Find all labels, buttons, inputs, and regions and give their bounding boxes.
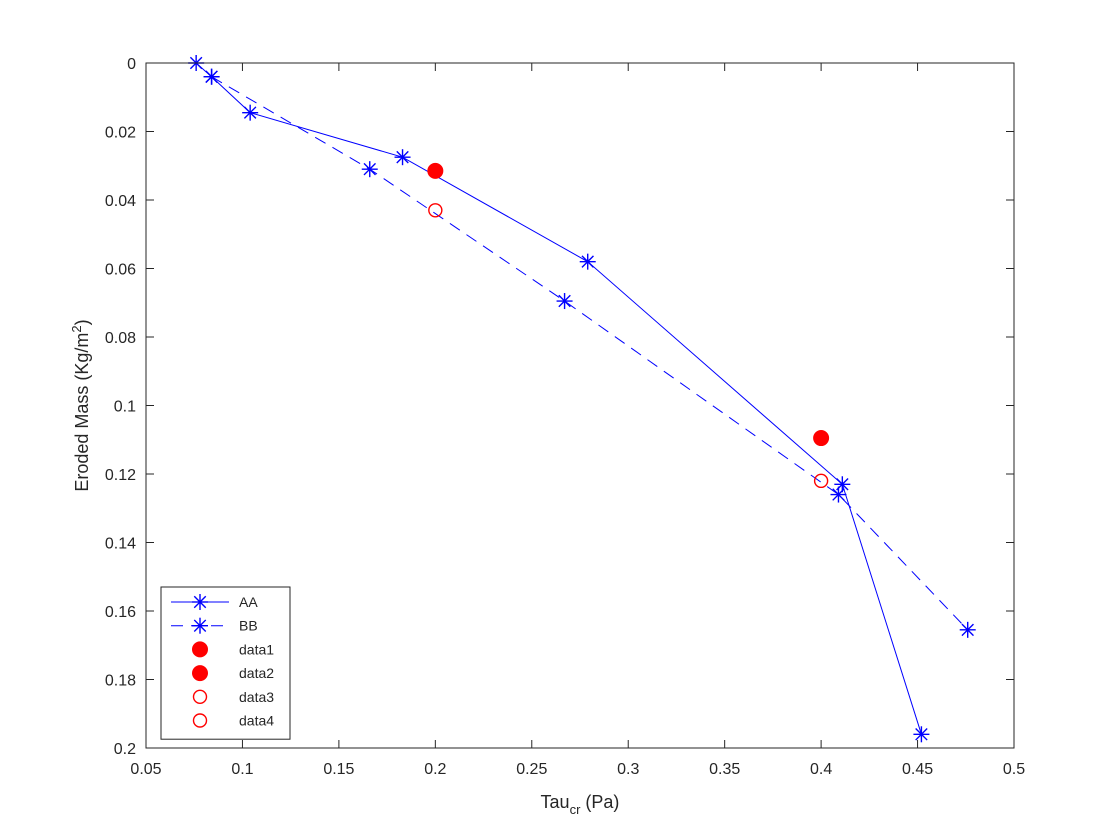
plot-area xyxy=(146,63,1014,748)
legend-label: BB xyxy=(239,618,258,634)
data-point-aa xyxy=(579,253,596,270)
asterisk-stroke xyxy=(581,255,594,268)
x-axis-label-subscript: cr xyxy=(570,802,582,817)
legend-label: AA xyxy=(239,594,258,610)
x-tick-label: 0.5 xyxy=(1003,761,1025,778)
legend-item-aa: AA xyxy=(171,594,258,610)
data-point-bb xyxy=(361,161,378,178)
x-axis-label: Taucr (Pa) xyxy=(541,792,620,817)
y-tick-label: 0.16 xyxy=(105,604,136,621)
legend-label: data3 xyxy=(239,689,274,705)
legend-marker xyxy=(192,713,208,728)
legend-label: data1 xyxy=(239,641,274,657)
asterisk-stroke xyxy=(832,488,845,501)
series-data1 xyxy=(427,162,444,179)
x-tick-label: 0.1 xyxy=(231,761,253,778)
legend-marker xyxy=(192,617,208,634)
asterisk-stroke xyxy=(243,106,257,119)
x-tick-label: 0.35 xyxy=(709,761,740,778)
x-tick-label: 0.05 xyxy=(130,761,161,778)
y-tick-label: 0.18 xyxy=(105,673,136,690)
legend-marker xyxy=(192,689,208,704)
y-axis-label-base: Eroded Mass (Kg/m xyxy=(72,333,92,492)
y-axis-label-superscript: 2 xyxy=(69,325,84,332)
y-tick-label: 0.1 xyxy=(114,399,136,416)
data-point-data4 xyxy=(813,473,829,489)
x-tick-label: 0.3 xyxy=(617,761,639,778)
legend-item-data4: data4 xyxy=(192,713,274,729)
x-axis-label-unit: (Pa) xyxy=(580,792,619,812)
data-point-data3 xyxy=(428,203,443,218)
data-point-aa xyxy=(913,726,930,743)
asterisk-stroke xyxy=(193,595,207,609)
legend-label: data2 xyxy=(239,665,274,681)
legend-item-data2: data2 xyxy=(192,665,274,682)
data-point-bb xyxy=(959,621,976,638)
legend-label: data4 xyxy=(239,713,274,729)
legend-marker xyxy=(192,594,208,610)
x-tick-label: 0.2 xyxy=(424,761,446,778)
data-point-aa xyxy=(394,149,411,166)
y-tick-label: 0.04 xyxy=(105,193,136,210)
asterisk-stroke xyxy=(193,619,207,632)
x-tick-label: 0.45 xyxy=(902,761,933,778)
legend-item-bb: BB xyxy=(171,617,258,634)
series-bb xyxy=(203,68,976,638)
legend-marker xyxy=(192,641,208,658)
data-point-data2 xyxy=(813,430,830,447)
y-tick-label: 0.08 xyxy=(105,330,136,347)
x-tick-label: 0.4 xyxy=(810,761,832,778)
legend-item-data1: data1 xyxy=(192,641,274,658)
data-point-aa xyxy=(242,104,259,121)
x-tick-label: 0.15 xyxy=(323,761,354,778)
data-point-bb xyxy=(556,293,573,310)
series-layer xyxy=(188,55,976,743)
series-data3 xyxy=(428,203,443,218)
y-tick-label: 0.2 xyxy=(114,741,136,758)
data-point-bb xyxy=(203,68,220,85)
y-tick-label: 0.14 xyxy=(105,536,136,553)
x-axis-label-base: Tau xyxy=(541,792,570,812)
y-tick-label: 0.06 xyxy=(105,262,136,279)
asterisk-stroke xyxy=(558,294,571,308)
asterisk-stroke xyxy=(396,150,409,164)
series-line-bb xyxy=(211,76,969,631)
asterisk-stroke xyxy=(961,623,974,637)
y-axis-label: Eroded Mass (Kg/m2) xyxy=(69,319,92,491)
y-axis-label-close: ) xyxy=(72,319,92,325)
asterisk-stroke xyxy=(915,728,928,741)
ticks-layer: 0.05 0.1 0.15 0.2 0.25 0.3 0.35 0.4 0.45 0.5 0 0.02… xyxy=(105,56,1025,778)
y-tick-label: 0.12 xyxy=(105,467,136,484)
series-data2 xyxy=(813,430,830,447)
series-data4 xyxy=(813,473,829,489)
legend-box xyxy=(160,586,291,740)
legend-item-data3: data3 xyxy=(192,689,274,705)
data-point-data1 xyxy=(427,162,444,179)
y-tick-label: 0.02 xyxy=(105,125,136,142)
axis-labels: Taucr (Pa) Eroded Mass (Kg/m2) xyxy=(69,319,619,817)
x-tick-label: 0.25 xyxy=(516,761,547,778)
y-tick-label: 0 xyxy=(127,56,136,73)
data-point-bb xyxy=(830,486,847,503)
asterisk-stroke xyxy=(363,162,377,176)
asterisk-stroke xyxy=(205,70,218,83)
legend-marker xyxy=(192,665,208,682)
legend: AA BB data1 data2 data3 data4 xyxy=(160,586,291,740)
